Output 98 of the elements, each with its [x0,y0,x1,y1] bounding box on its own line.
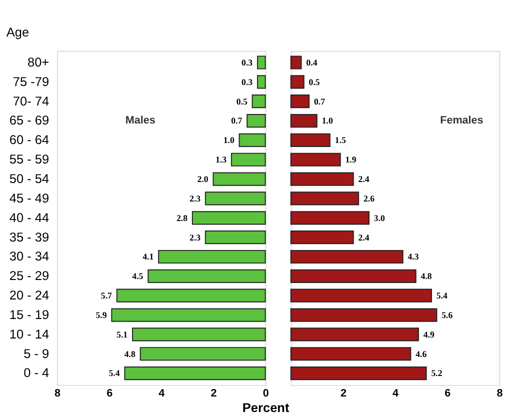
bar [124,366,266,380]
x-tick-label: 2 [340,387,346,400]
data-label: 4.8 [420,271,432,282]
y-tick-label: 55 - 59 [9,152,50,167]
data-label: 5.1 [116,329,128,340]
x-tick-label: 6 [444,387,451,400]
bar [290,133,330,148]
x-tick-label: 2 [210,387,217,400]
data-label: 0.4 [306,57,318,68]
x-tick-label: 4 [158,387,165,400]
bar [290,366,427,380]
bar [212,172,266,186]
data-label: 4.8 [124,348,136,359]
bar [257,75,266,89]
data-label: 5.4 [436,290,448,301]
data-label: 4.3 [408,252,420,262]
y-tick-label: 40 - 44 [9,210,50,225]
bar [246,114,266,128]
data-label: 2.4 [358,232,370,242]
bar [252,94,266,108]
bar [290,172,354,186]
data-label: 5.9 [96,310,108,320]
x-tick-label: 6 [106,387,113,400]
data-label: 2.3 [189,193,202,204]
y-tick-label: 80+ [27,54,50,70]
y-tick-label: 35 - 39 [9,229,50,244]
x-tick-label: 4 [392,387,399,400]
data-label: 0.7 [231,116,243,126]
bar [158,250,266,264]
bar [290,75,304,89]
x-tick-label: 0 [262,387,269,400]
y-tick-label: 25 - 29 [9,268,50,284]
data-label: 4.5 [132,271,144,282]
data-label: 4.6 [416,348,428,359]
text: Females [440,114,484,127]
bar [132,328,266,342]
data-label: 4.1 [142,252,154,262]
y-tick-label: 20 - 24 [9,288,50,303]
bar [148,269,266,283]
y-axis-title: Age [6,24,30,40]
data-label: 4.9 [423,329,436,340]
data-label: 2.6 [364,193,376,204]
y-tick-label: 10 - 14 [9,326,50,342]
data-label: 1.3 [216,154,228,165]
data-label: 0.3 [242,76,254,87]
bar [290,192,360,206]
data-label: 1.9 [345,154,357,165]
data-label: 2.0 [197,174,209,184]
bar [111,308,266,322]
bar [290,230,354,244]
y-tick-label: 30 - 34 [9,248,50,264]
data-label: 0.3 [242,57,254,68]
data-label: 5.2 [431,368,443,378]
x-tick-label: 8 [496,387,503,400]
data-label: 1.0 [322,116,334,126]
bar [290,152,341,166]
data-label: 1.5 [334,135,346,146]
data-label: 5.6 [442,310,454,320]
y-tick-label: 0 - 4 [24,365,50,380]
y-tick-label: 65 - 69 [9,112,50,128]
bar [116,288,266,302]
bar [257,56,266,70]
text: Males [125,114,156,127]
bar [230,152,266,166]
x-tick-label: 8 [54,387,60,400]
y-tick-label: 50 - 54 [9,170,50,186]
bar [290,211,370,225]
data-label: 0.5 [308,76,320,87]
data-label: 1.0 [223,135,235,146]
data-label: 2.4 [358,174,370,184]
y-tick-label: 45 - 49 [9,190,50,206]
bar [290,56,302,70]
x-axis-title: Percent [242,400,290,415]
y-tick-label: 70- 74 [12,93,50,108]
data-label: 0.5 [236,96,248,106]
bar [290,94,310,108]
data-label: 2.3 [189,232,202,242]
bar [290,308,438,322]
y-tick-label: 60 - 64 [9,132,50,148]
bar [140,347,266,361]
data-label: 2.8 [176,212,188,223]
bar [204,230,266,244]
bar [290,328,419,342]
data-label: 3.0 [374,212,386,223]
bar [290,250,404,264]
y-tick-label: 5 - 9 [24,346,50,361]
data-label: 5.7 [100,290,113,301]
bar [290,114,318,128]
data-label: 5.4 [108,368,120,378]
data-label: 0.7 [314,96,326,106]
y-tick-label: 75 -79 [12,74,50,89]
y-tick-label: 15 - 19 [9,306,50,322]
bar [290,288,432,302]
bar [290,269,416,283]
bar [290,347,412,361]
bar [204,192,266,206]
bar [192,211,266,225]
bar [238,133,266,148]
